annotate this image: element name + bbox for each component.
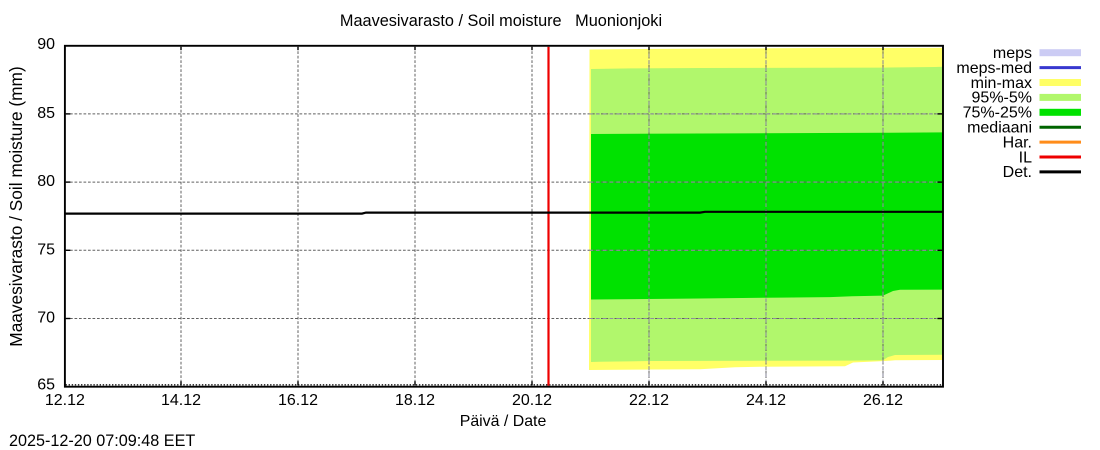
svg-text:Maavesivarasto / Soil moisture: Maavesivarasto / Soil moisture (mm) — [6, 66, 26, 346]
svg-text:18.12: 18.12 — [395, 392, 435, 409]
svg-text:90: 90 — [37, 36, 55, 53]
svg-text:65: 65 — [37, 377, 55, 394]
svg-text:Maavesivarasto / Soil moisture: Maavesivarasto / Soil moisture Muonionjo… — [340, 12, 662, 30]
svg-text:26.12: 26.12 — [863, 392, 903, 409]
svg-text:meps: meps — [993, 45, 1032, 62]
svg-text:75%-25%: 75%-25% — [963, 105, 1032, 122]
svg-text:min-max: min-max — [971, 75, 1032, 92]
svg-text:14.12: 14.12 — [161, 392, 201, 409]
svg-text:Det.: Det. — [1003, 164, 1032, 181]
svg-text:24.12: 24.12 — [746, 392, 786, 409]
svg-text:meps-med: meps-med — [956, 60, 1032, 77]
svg-text:80: 80 — [37, 173, 55, 190]
svg-text:95%-5%: 95%-5% — [972, 90, 1032, 107]
svg-text:IL: IL — [1019, 149, 1032, 166]
svg-text:20.12: 20.12 — [512, 392, 552, 409]
svg-text:16.12: 16.12 — [278, 392, 318, 409]
svg-text:85: 85 — [37, 105, 55, 122]
svg-text:75: 75 — [37, 241, 55, 258]
svg-text:Päivä / Date: Päivä / Date — [460, 413, 547, 430]
svg-text:mediaani: mediaani — [967, 120, 1032, 137]
svg-text:2025-12-20 07:09:48 EET: 2025-12-20 07:09:48 EET — [9, 432, 195, 450]
svg-text:Har.: Har. — [1003, 134, 1032, 151]
svg-text:12.12: 12.12 — [45, 392, 85, 409]
svg-text:22.12: 22.12 — [629, 392, 669, 409]
svg-text:70: 70 — [37, 310, 55, 327]
